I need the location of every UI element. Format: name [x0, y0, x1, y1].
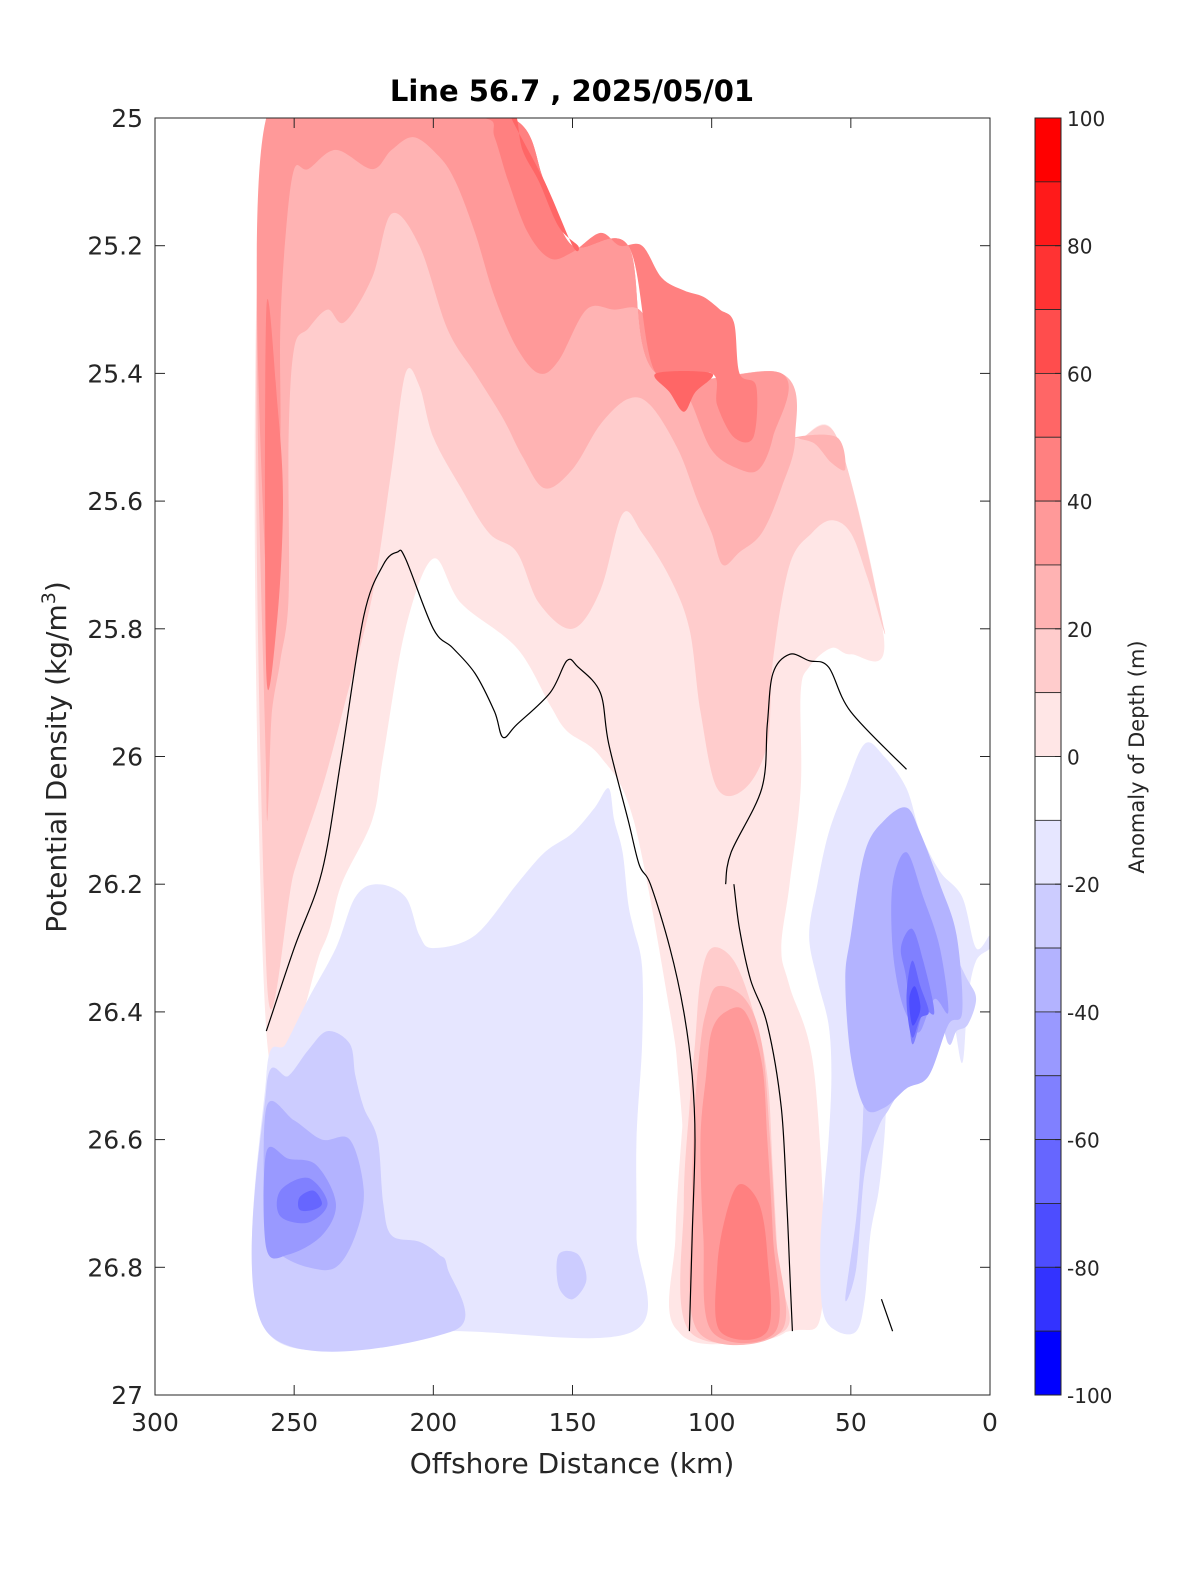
colorbar-tick-label: -80 [1067, 1256, 1100, 1280]
colorbar-tick-label: 80 [1067, 235, 1092, 259]
chart-title: Line 56.7 , 2025/05/01 [390, 74, 754, 108]
contour-region-27 [715, 1184, 772, 1340]
zero-contour-line-0 [265, 549, 696, 1332]
y-tick-label: 26.4 [87, 998, 143, 1027]
colorbar-cell [1034, 564, 1062, 630]
colorbar: 100 80 60 40 20 0 -20 -40 -60 -80 -100 [1034, 107, 1112, 1408]
colorbar-cell [1034, 117, 1062, 183]
contour-region-15 [556, 1250, 587, 1300]
colorbar-cell [1034, 436, 1062, 502]
colorbar-tick-label: -100 [1067, 1384, 1112, 1408]
x-tick-label: 300 [131, 1408, 179, 1437]
colorbar-tick-label: -20 [1067, 873, 1100, 897]
colorbar-cell [1034, 1330, 1062, 1396]
colorbar-cell [1034, 1266, 1062, 1332]
y-axis-title: Potential Density (kg/m3) [38, 581, 73, 933]
colorbar-cell [1034, 1203, 1062, 1268]
x-tick-label: 50 [835, 1408, 867, 1437]
colorbar-cell [1034, 692, 1062, 757]
y-tick-label: 26.8 [87, 1253, 143, 1282]
colorbar-title: Anomaly of Depth (m) [1125, 640, 1149, 873]
y-tick-label: 25.4 [87, 359, 143, 388]
colorbar-cell [1034, 819, 1062, 885]
y-tick-label: 25.2 [87, 232, 143, 261]
plot-area: 300 250 200 150 100 50 0 2525.225.425.625.8262… [87, 104, 998, 1437]
colorbar-cell [1034, 756, 1062, 821]
y-axis-ticks: 25 25.2 25.4 25.6 25.8 26 26.2 26.4 26.6 26.8 27 [87, 104, 990, 1410]
y-axis-title-close: ) [40, 581, 73, 592]
x-axis-ticks: 300 250 200 150 100 50 0 [131, 118, 998, 1437]
colorbar-tick-label: 60 [1067, 362, 1092, 386]
colorbar-cell [1034, 500, 1062, 566]
colorbar-tick-label: 100 [1067, 107, 1105, 131]
zero-contour-line-2 [733, 884, 793, 1332]
y-axis-title-main: Potential Density (kg/m [40, 604, 73, 933]
colorbar-tick-label: -60 [1067, 1129, 1100, 1153]
colorbar-tick-label: 0 [1067, 746, 1080, 770]
colorbar-cell [1034, 309, 1062, 374]
colorbar-cell [1034, 628, 1062, 694]
contour-region-8 [654, 371, 714, 412]
x-tick-label: 150 [549, 1408, 597, 1437]
y-tick-label: 25 [111, 104, 143, 133]
colorbar-tick-label: 40 [1067, 490, 1092, 514]
x-tick-label: 250 [270, 1408, 318, 1437]
y-axis-title-superscript: 3 [38, 592, 60, 604]
contour-region-3 [794, 434, 846, 471]
x-tick-label: 200 [409, 1408, 457, 1437]
y-tick-label: 26.2 [87, 870, 143, 899]
zero-contour-line-1 [725, 653, 907, 885]
contour-region-22 [909, 986, 921, 1026]
contour-region-5 [391, 118, 758, 443]
contour-region-6 [264, 298, 283, 691]
zero-contour-lines [265, 549, 907, 1332]
y-tick-label: 26.6 [87, 1126, 143, 1155]
colorbar-cell [1034, 1011, 1062, 1077]
y-tick-label: 26 [111, 743, 143, 772]
colorbar-tick-label: -40 [1067, 1001, 1100, 1025]
colorbar-cell [1034, 1139, 1062, 1204]
x-tick-label: 100 [688, 1408, 736, 1437]
colorbar-cell [1034, 947, 1062, 1013]
colorbar-cell [1034, 883, 1062, 949]
y-tick-label: 27 [111, 1381, 143, 1410]
colorbar-cell [1034, 1075, 1062, 1140]
contour-region-14 [297, 1190, 322, 1212]
colorbar-cells [1034, 117, 1062, 1396]
x-axis-title: Offshore Distance (km) [410, 1447, 735, 1480]
contour-region-7 [511, 118, 579, 252]
colorbar-tick-label: 20 [1067, 618, 1092, 642]
colorbar-cell [1034, 181, 1062, 247]
y-tick-label: 25.6 [87, 487, 143, 516]
zero-contour-line-3 [880, 1299, 894, 1332]
colorbar-ticks: 100 80 60 40 20 0 -20 -40 -60 -80 -100 [1055, 107, 1112, 1408]
contour-region-1 [255, 118, 886, 1010]
contour-fills [251, 118, 990, 1352]
colorbar-cell [1034, 372, 1062, 438]
colorbar-cell [1034, 245, 1062, 310]
x-tick-label: 0 [982, 1408, 998, 1437]
y-tick-label: 25.8 [87, 615, 143, 644]
contour-region-19 [891, 852, 949, 1033]
